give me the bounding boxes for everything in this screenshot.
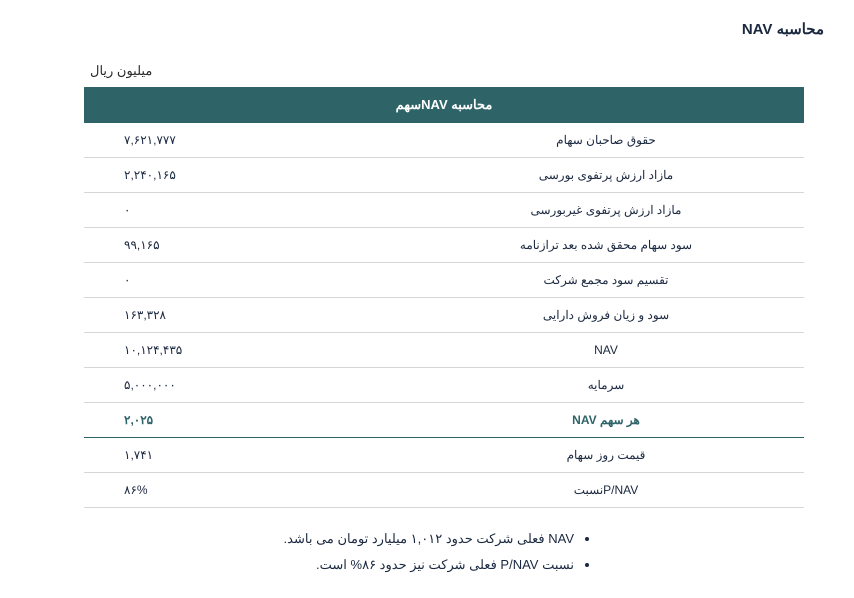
row-value: ۱۶۳,۳۲۸ <box>84 298 408 333</box>
row-value: ۲,۰۲۵ <box>84 403 408 438</box>
table-row: P/NAVنسبت۸۶% <box>84 473 804 508</box>
row-value: ۱,۷۴۱ <box>84 438 408 473</box>
table-row: مازاد ارزش پرتفوی غیربورسی۰ <box>84 193 804 228</box>
row-label: هر سهم NAV <box>408 403 804 438</box>
table-row: سود و زیان فروش دارایی۱۶۳,۳۲۸ <box>84 298 804 333</box>
row-value: ۸۶% <box>84 473 408 508</box>
nav-table: محاسبه NAVسهم حقوق صاحبان سهام۷,۶۲۱,۷۷۷م… <box>84 87 804 508</box>
row-label: سرمایه <box>408 368 804 403</box>
row-label: P/NAVنسبت <box>408 473 804 508</box>
table-row: حقوق صاحبان سهام۷,۶۲۱,۷۷۷ <box>84 122 804 158</box>
row-value: ۵,۰۰۰,۰۰۰ <box>84 368 408 403</box>
unit-label: میلیون ریال <box>30 63 824 79</box>
row-label: مازاد ارزش پرتفوی بورسی <box>408 158 804 193</box>
table-row: NAV۱۰,۱۲۴,۴۳۵ <box>84 333 804 368</box>
row-value: ۷,۶۲۱,۷۷۷ <box>84 122 408 158</box>
row-label: مازاد ارزش پرتفوی غیربورسی <box>408 193 804 228</box>
table-row: سود سهام محقق شده بعد ترازنامه۹۹,۱۶۵ <box>84 228 804 263</box>
bullet-list: NAV فعلی شرکت حدود ۱,۰۱۲ میلیارد تومان م… <box>30 526 594 578</box>
row-label: سود سهام محقق شده بعد ترازنامه <box>408 228 804 263</box>
row-value: ۲,۲۴۰,۱۶۵ <box>84 158 408 193</box>
row-value: ۰ <box>84 263 408 298</box>
bullet-item: نسبت P/NAV فعلی شرکت نیز حدود ۸۶% است. <box>30 552 574 578</box>
row-value: ۰ <box>84 193 408 228</box>
row-label: قیمت روز سهام <box>408 438 804 473</box>
table-row: هر سهم NAV۲,۰۲۵ <box>84 403 804 438</box>
row-label: NAV <box>408 333 804 368</box>
page-title: محاسبه NAV <box>30 20 824 38</box>
row-label: سود و زیان فروش دارایی <box>408 298 804 333</box>
row-label: حقوق صاحبان سهام <box>408 122 804 158</box>
row-label: تقسیم سود مجمع شرکت <box>408 263 804 298</box>
table-row: قیمت روز سهام۱,۷۴۱ <box>84 438 804 473</box>
row-value: ۹۹,۱۶۵ <box>84 228 408 263</box>
row-value: ۱۰,۱۲۴,۴۳۵ <box>84 333 408 368</box>
bullet-item: NAV فعلی شرکت حدود ۱,۰۱۲ میلیارد تومان م… <box>30 526 574 552</box>
table-header: محاسبه NAVسهم <box>84 88 804 122</box>
table-row: سرمایه۵,۰۰۰,۰۰۰ <box>84 368 804 403</box>
table-row: تقسیم سود مجمع شرکت۰ <box>84 263 804 298</box>
table-row: مازاد ارزش پرتفوی بورسی۲,۲۴۰,۱۶۵ <box>84 158 804 193</box>
